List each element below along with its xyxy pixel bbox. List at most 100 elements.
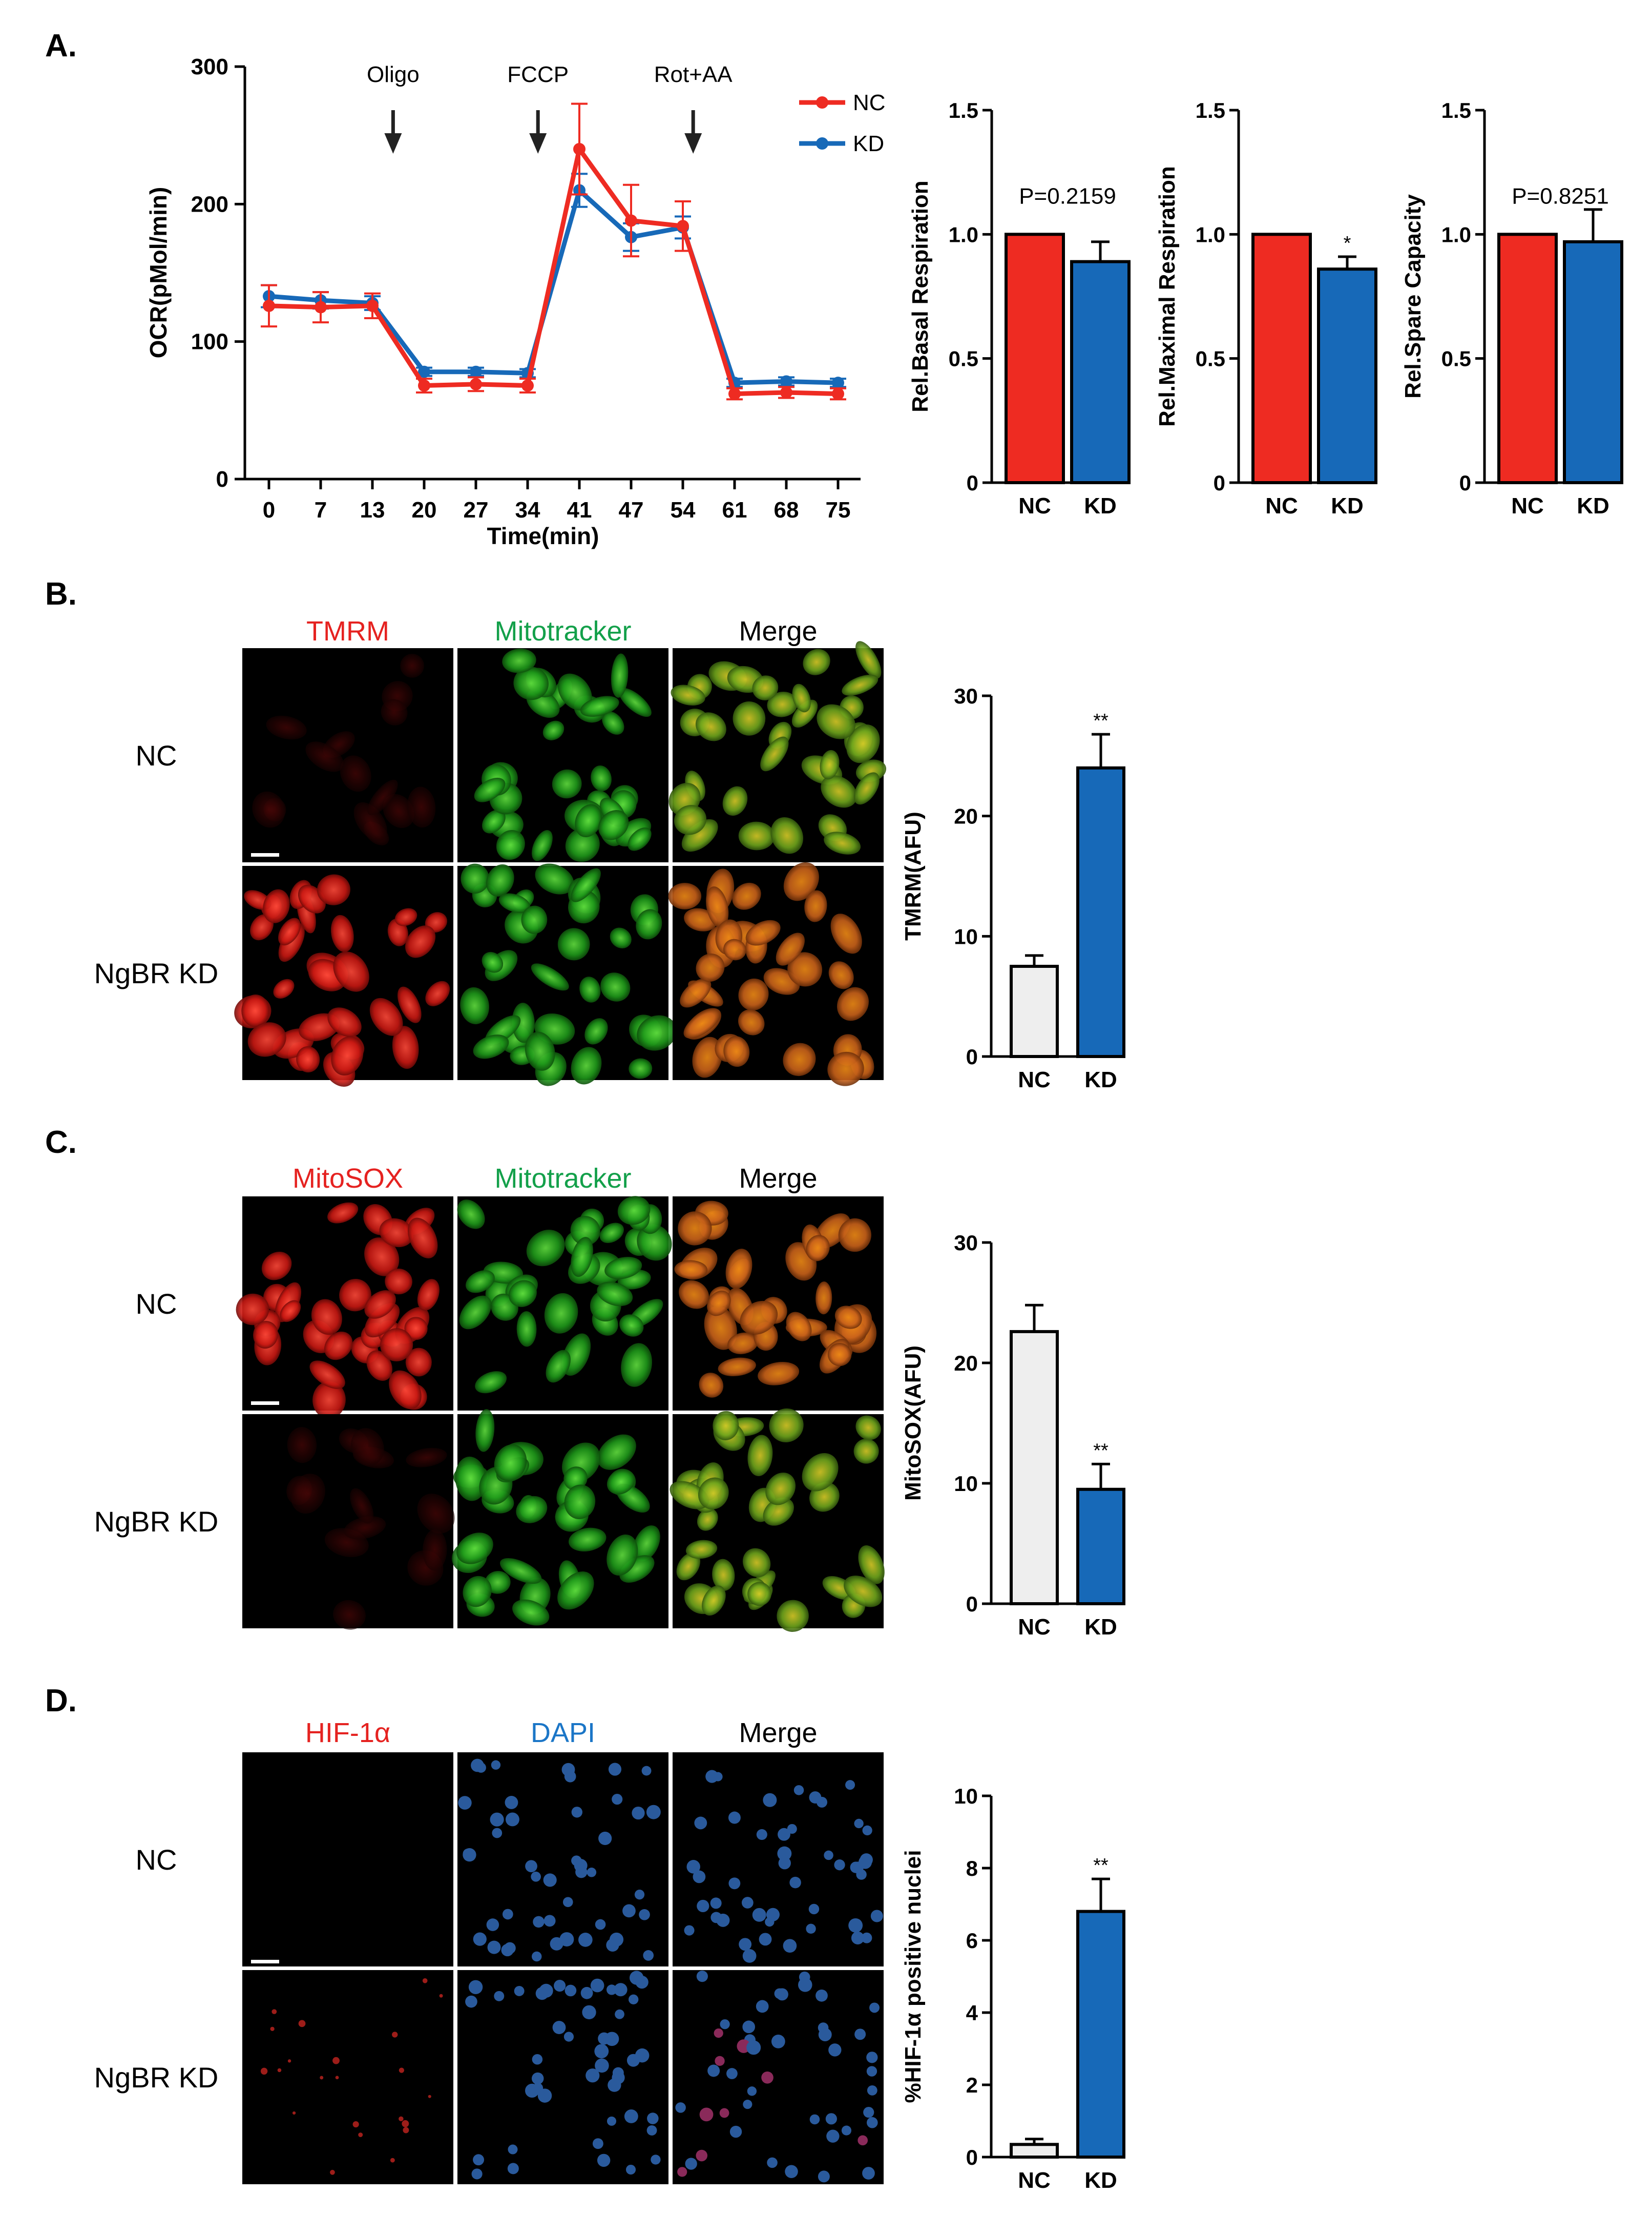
tmrm-bar-chart: 0 10 20 30 NC KD ** TMRM(AFU) — [901, 684, 1125, 1092]
nucleus-signal — [292, 2111, 296, 2115]
cell — [406, 1447, 447, 1467]
injection-arrowhead — [384, 133, 402, 154]
nucleus — [465, 1995, 477, 2008]
nucleus — [615, 2009, 624, 2019]
nucleus-signal — [335, 2076, 339, 2080]
cell — [597, 1434, 636, 1470]
x-tick-label: KD — [1577, 493, 1609, 519]
data-point-kd — [780, 375, 792, 388]
cell — [263, 889, 290, 923]
cell — [763, 1497, 794, 1526]
cell — [394, 908, 417, 926]
significance-star: * — [1344, 233, 1351, 254]
nucleus — [473, 1932, 487, 1946]
cell — [783, 1043, 816, 1076]
legend-marker — [816, 96, 828, 109]
nucleus — [756, 2000, 769, 2013]
cell — [776, 933, 805, 966]
nucleus-signal — [428, 2095, 431, 2098]
nucleus — [869, 2002, 880, 2013]
cell — [692, 1037, 723, 1078]
nucleus — [699, 2107, 714, 2122]
nucleus — [491, 1760, 501, 1770]
cell — [579, 977, 601, 1003]
nucleus — [863, 2106, 874, 2118]
cell — [423, 1529, 447, 1571]
nucleus — [707, 2064, 720, 2077]
nucleus — [641, 1766, 652, 1776]
nucleus — [505, 1812, 519, 1827]
channel-label: Mitotracker — [494, 1163, 631, 1194]
cell — [769, 1408, 804, 1442]
nucleus — [854, 1818, 864, 1829]
nucleus — [590, 1978, 604, 1993]
nucleus — [504, 1942, 516, 1954]
cell — [727, 1332, 759, 1354]
nucleus — [761, 2071, 773, 2084]
nucleus — [729, 2125, 742, 2138]
series-line-kd — [268, 188, 839, 385]
y-tick-label: 8 — [966, 1856, 978, 1880]
x-tick-label: NC — [1018, 2168, 1051, 2193]
nucleus — [537, 2088, 552, 2103]
cell — [853, 1438, 879, 1464]
cell — [853, 772, 880, 805]
nucleus — [612, 2071, 625, 2084]
nucleus — [742, 2020, 756, 2034]
panel-b-image-grid: TMRM Mitotracker Merge NC NgBR KD — [94, 616, 887, 1087]
channel-label: Mitotracker — [494, 616, 631, 647]
nucleus — [861, 1932, 872, 1943]
nucleus — [841, 2125, 852, 2136]
cell — [571, 1047, 602, 1085]
micrograph-tile — [457, 1970, 668, 2184]
cell — [685, 1540, 718, 1559]
nucleus — [632, 1806, 645, 1820]
nucleus — [815, 1989, 828, 2002]
nucleus — [571, 1807, 582, 1818]
nucleus — [612, 1793, 623, 1805]
cell — [599, 1223, 624, 1244]
nucleus — [531, 1871, 541, 1882]
nucleus — [818, 2170, 830, 2183]
nucleus — [507, 2163, 519, 2174]
nucleus — [595, 1919, 606, 1930]
data-point-kd — [418, 365, 430, 378]
nucleus — [597, 2153, 611, 2167]
nucleus — [866, 2052, 878, 2063]
data-point-nc — [470, 378, 482, 390]
nucleus-signal — [358, 2132, 363, 2137]
cell — [607, 1469, 635, 1495]
nucleus — [793, 1785, 804, 1795]
cell — [475, 1371, 507, 1394]
nucleus — [694, 1816, 707, 1830]
cell — [389, 1370, 422, 1410]
nucleus — [785, 2165, 798, 2179]
cell — [683, 1008, 721, 1039]
nucleus — [625, 2164, 636, 2175]
data-point-kd — [470, 365, 482, 378]
p-value-annotation: P=0.2159 — [1019, 183, 1116, 209]
cell — [339, 1278, 371, 1312]
y-tick-label: 2 — [966, 2073, 978, 2097]
cell — [611, 653, 629, 698]
nucleus — [608, 1763, 622, 1776]
data-point-nc — [573, 143, 585, 155]
cell — [535, 863, 574, 895]
cell — [674, 1260, 708, 1279]
nucleus — [543, 1873, 557, 1887]
cell — [575, 804, 602, 838]
injection-arrowhead — [684, 133, 702, 154]
cell — [340, 755, 371, 792]
cell — [455, 1456, 487, 1501]
cell — [674, 805, 707, 835]
cell — [597, 1281, 633, 1307]
cell — [330, 915, 354, 952]
basal-respiration-chart: 0 0.5 1.0 1.5 NC KD P=0.2159 Rel.Basal Respirat… — [908, 98, 1131, 519]
cell — [738, 1009, 765, 1035]
cell — [261, 1251, 292, 1280]
nucleus — [845, 1780, 855, 1790]
nucleus — [858, 2135, 868, 2146]
data-point-nc — [263, 299, 275, 312]
cell — [738, 978, 769, 1011]
cell — [621, 1343, 652, 1387]
